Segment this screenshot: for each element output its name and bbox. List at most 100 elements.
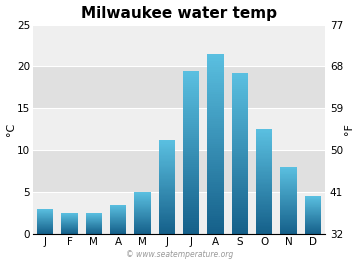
- Bar: [158, 191, 175, 192]
- Bar: [86, 215, 102, 216]
- Bar: [207, 229, 224, 232]
- Bar: [305, 198, 321, 199]
- Bar: [86, 217, 102, 218]
- Bar: [207, 171, 224, 173]
- Bar: [305, 222, 321, 223]
- Bar: [207, 110, 224, 112]
- Bar: [183, 79, 199, 81]
- Bar: [183, 101, 199, 103]
- Bar: [134, 226, 151, 227]
- Bar: [134, 220, 151, 221]
- Bar: [305, 218, 321, 219]
- Bar: [183, 211, 199, 213]
- Bar: [207, 72, 224, 74]
- Bar: [231, 220, 248, 222]
- Bar: [207, 153, 224, 155]
- Bar: [256, 158, 273, 159]
- Bar: [158, 210, 175, 212]
- Bar: [305, 221, 321, 222]
- Bar: [256, 209, 273, 210]
- Bar: [134, 202, 151, 203]
- Bar: [280, 184, 297, 185]
- Bar: [183, 136, 199, 138]
- Bar: [158, 168, 175, 169]
- Bar: [280, 191, 297, 192]
- Bar: [256, 214, 273, 216]
- Bar: [86, 229, 102, 230]
- Bar: [183, 130, 199, 132]
- Bar: [305, 204, 321, 205]
- Bar: [183, 146, 199, 148]
- Bar: [158, 223, 175, 224]
- Bar: [207, 175, 224, 178]
- Bar: [183, 87, 199, 89]
- Bar: [158, 154, 175, 155]
- Bar: [231, 85, 248, 87]
- Bar: [207, 119, 224, 121]
- Bar: [183, 228, 199, 230]
- Bar: [37, 218, 53, 219]
- Bar: [207, 151, 224, 153]
- Bar: [134, 231, 151, 232]
- Bar: [280, 222, 297, 223]
- Bar: [280, 206, 297, 207]
- Bar: [134, 230, 151, 231]
- Bar: [207, 101, 224, 103]
- Bar: [158, 221, 175, 222]
- Bar: [231, 202, 248, 204]
- Bar: [256, 217, 273, 218]
- Bar: [33, 66, 325, 108]
- Bar: [231, 204, 248, 206]
- Bar: [183, 150, 199, 152]
- Bar: [134, 206, 151, 207]
- Bar: [305, 200, 321, 201]
- Bar: [183, 118, 199, 120]
- Bar: [231, 127, 248, 129]
- Bar: [231, 107, 248, 109]
- Bar: [231, 200, 248, 202]
- Bar: [231, 93, 248, 95]
- Bar: [110, 214, 126, 215]
- Bar: [280, 229, 297, 230]
- Bar: [280, 228, 297, 229]
- Title: Milwaukee water temp: Milwaukee water temp: [81, 5, 277, 21]
- Bar: [231, 129, 248, 131]
- Bar: [231, 192, 248, 194]
- Bar: [256, 149, 273, 150]
- Bar: [61, 230, 78, 231]
- Bar: [231, 180, 248, 181]
- Bar: [158, 199, 175, 200]
- Bar: [207, 207, 224, 209]
- Bar: [61, 217, 78, 218]
- Bar: [305, 223, 321, 224]
- Bar: [158, 202, 175, 203]
- Bar: [280, 233, 297, 234]
- Bar: [256, 200, 273, 201]
- Bar: [183, 138, 199, 140]
- Bar: [134, 217, 151, 218]
- Bar: [158, 162, 175, 164]
- Bar: [305, 233, 321, 234]
- Bar: [183, 203, 199, 205]
- Bar: [207, 202, 224, 205]
- Bar: [61, 233, 78, 234]
- Bar: [305, 231, 321, 232]
- Bar: [256, 165, 273, 166]
- Bar: [280, 207, 297, 208]
- Bar: [37, 221, 53, 222]
- Bar: [33, 108, 325, 150]
- Bar: [61, 219, 78, 220]
- Bar: [207, 211, 224, 214]
- Bar: [110, 215, 126, 216]
- Bar: [134, 201, 151, 202]
- Bar: [158, 146, 175, 147]
- Bar: [207, 106, 224, 108]
- Bar: [231, 208, 248, 210]
- Bar: [256, 231, 273, 232]
- Bar: [231, 133, 248, 135]
- Bar: [158, 165, 175, 166]
- Bar: [134, 213, 151, 214]
- Bar: [183, 154, 199, 156]
- Bar: [158, 172, 175, 173]
- Bar: [158, 142, 175, 144]
